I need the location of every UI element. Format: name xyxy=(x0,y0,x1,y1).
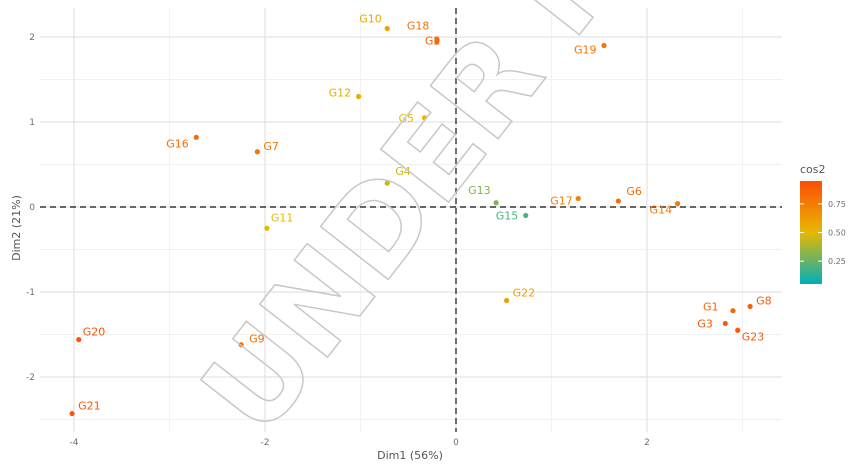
point-g6 xyxy=(615,198,621,204)
watermark-text: UNDER R xyxy=(175,0,651,459)
y-tick-label: -1 xyxy=(26,288,35,298)
x-tick-label: -4 xyxy=(70,438,79,448)
point-label-g15: G15 xyxy=(496,210,519,223)
point-g10 xyxy=(384,25,390,32)
y-axis-title: Dim2 (21%) xyxy=(10,195,23,261)
point-label-g23: G23 xyxy=(742,330,765,343)
point-label-g19: G19 xyxy=(574,44,597,57)
y-tick-label: 0 xyxy=(29,203,35,213)
point-g17 xyxy=(575,195,581,202)
point-g12 xyxy=(355,93,362,100)
point-g23 xyxy=(735,327,741,333)
point-label-g11: G11 xyxy=(271,211,294,224)
point-g13 xyxy=(493,200,499,206)
point-label-g12: G12 xyxy=(329,87,352,100)
point-labels: G1 G2 G3 G4 G5 G6 G7 G9 G10 G11 G12 G13 G14 G15 G16 G17… xyxy=(78,13,772,413)
y-tick-label: 1 xyxy=(29,118,35,128)
legend-tick-label: 0.25 xyxy=(828,257,846,266)
point-label-g20: G20 xyxy=(83,326,106,339)
point-g15 xyxy=(523,212,529,219)
point-label-g21: G21 xyxy=(78,400,101,413)
legend-tick-label: 0.75 xyxy=(828,200,846,209)
cos2-legend: cos2 0.25 0.50 0.75 xyxy=(800,163,846,284)
point-g8 xyxy=(747,303,753,310)
point-label-g7: G7 xyxy=(263,140,279,153)
point-label-g2: G2 xyxy=(425,34,441,47)
point-g3 xyxy=(722,320,728,327)
point-label-g18: G18 xyxy=(407,20,430,33)
x-tick-label: 0 xyxy=(453,438,459,448)
point-label-g1: G1 xyxy=(703,301,719,314)
y-tick-label: 2 xyxy=(29,33,35,43)
point-g19 xyxy=(601,42,607,49)
point-label-g10: G10 xyxy=(359,13,382,26)
point-label-g14: G14 xyxy=(650,204,673,217)
legend-ticks: 0.25 0.50 0.75 xyxy=(800,200,846,266)
point-g21 xyxy=(69,410,75,417)
point-g1 xyxy=(730,308,736,314)
point-g11 xyxy=(264,225,270,231)
point-label-g9: G9 xyxy=(249,333,265,346)
point-label-g5: G5 xyxy=(398,112,414,125)
x-tick-label: -2 xyxy=(261,438,270,448)
point-label-g22: G22 xyxy=(513,287,536,300)
point-label-g17: G17 xyxy=(550,195,573,208)
x-tick-label: 2 xyxy=(644,438,650,448)
point-g18 xyxy=(434,36,440,43)
point-label-g3: G3 xyxy=(697,317,713,330)
point-g16 xyxy=(193,134,199,140)
point-g5 xyxy=(421,115,428,121)
point-label-g4: G4 xyxy=(395,165,411,178)
point-g14 xyxy=(674,201,681,207)
reference-lines xyxy=(40,8,782,432)
point-g20 xyxy=(76,337,82,343)
point-label-g8: G8 xyxy=(756,294,772,307)
point-label-g16: G16 xyxy=(166,137,189,150)
point-g4 xyxy=(384,180,390,186)
legend-tick-label: 0.50 xyxy=(828,229,846,238)
legend-colorbar xyxy=(800,181,822,284)
point-g7 xyxy=(254,149,260,155)
axis-ticks: -4 -2 0 2 -2 -1 0 1 2 xyxy=(26,33,650,448)
point-label-g6: G6 xyxy=(626,185,642,198)
point-g9 xyxy=(238,342,244,348)
data-points xyxy=(69,25,753,417)
y-tick-label: -2 xyxy=(26,373,35,383)
x-axis-title: Dim1 (56%) xyxy=(377,449,443,462)
point-g22 xyxy=(504,297,510,304)
point-label-g13: G13 xyxy=(468,184,491,197)
legend-title: cos2 xyxy=(800,163,826,176)
